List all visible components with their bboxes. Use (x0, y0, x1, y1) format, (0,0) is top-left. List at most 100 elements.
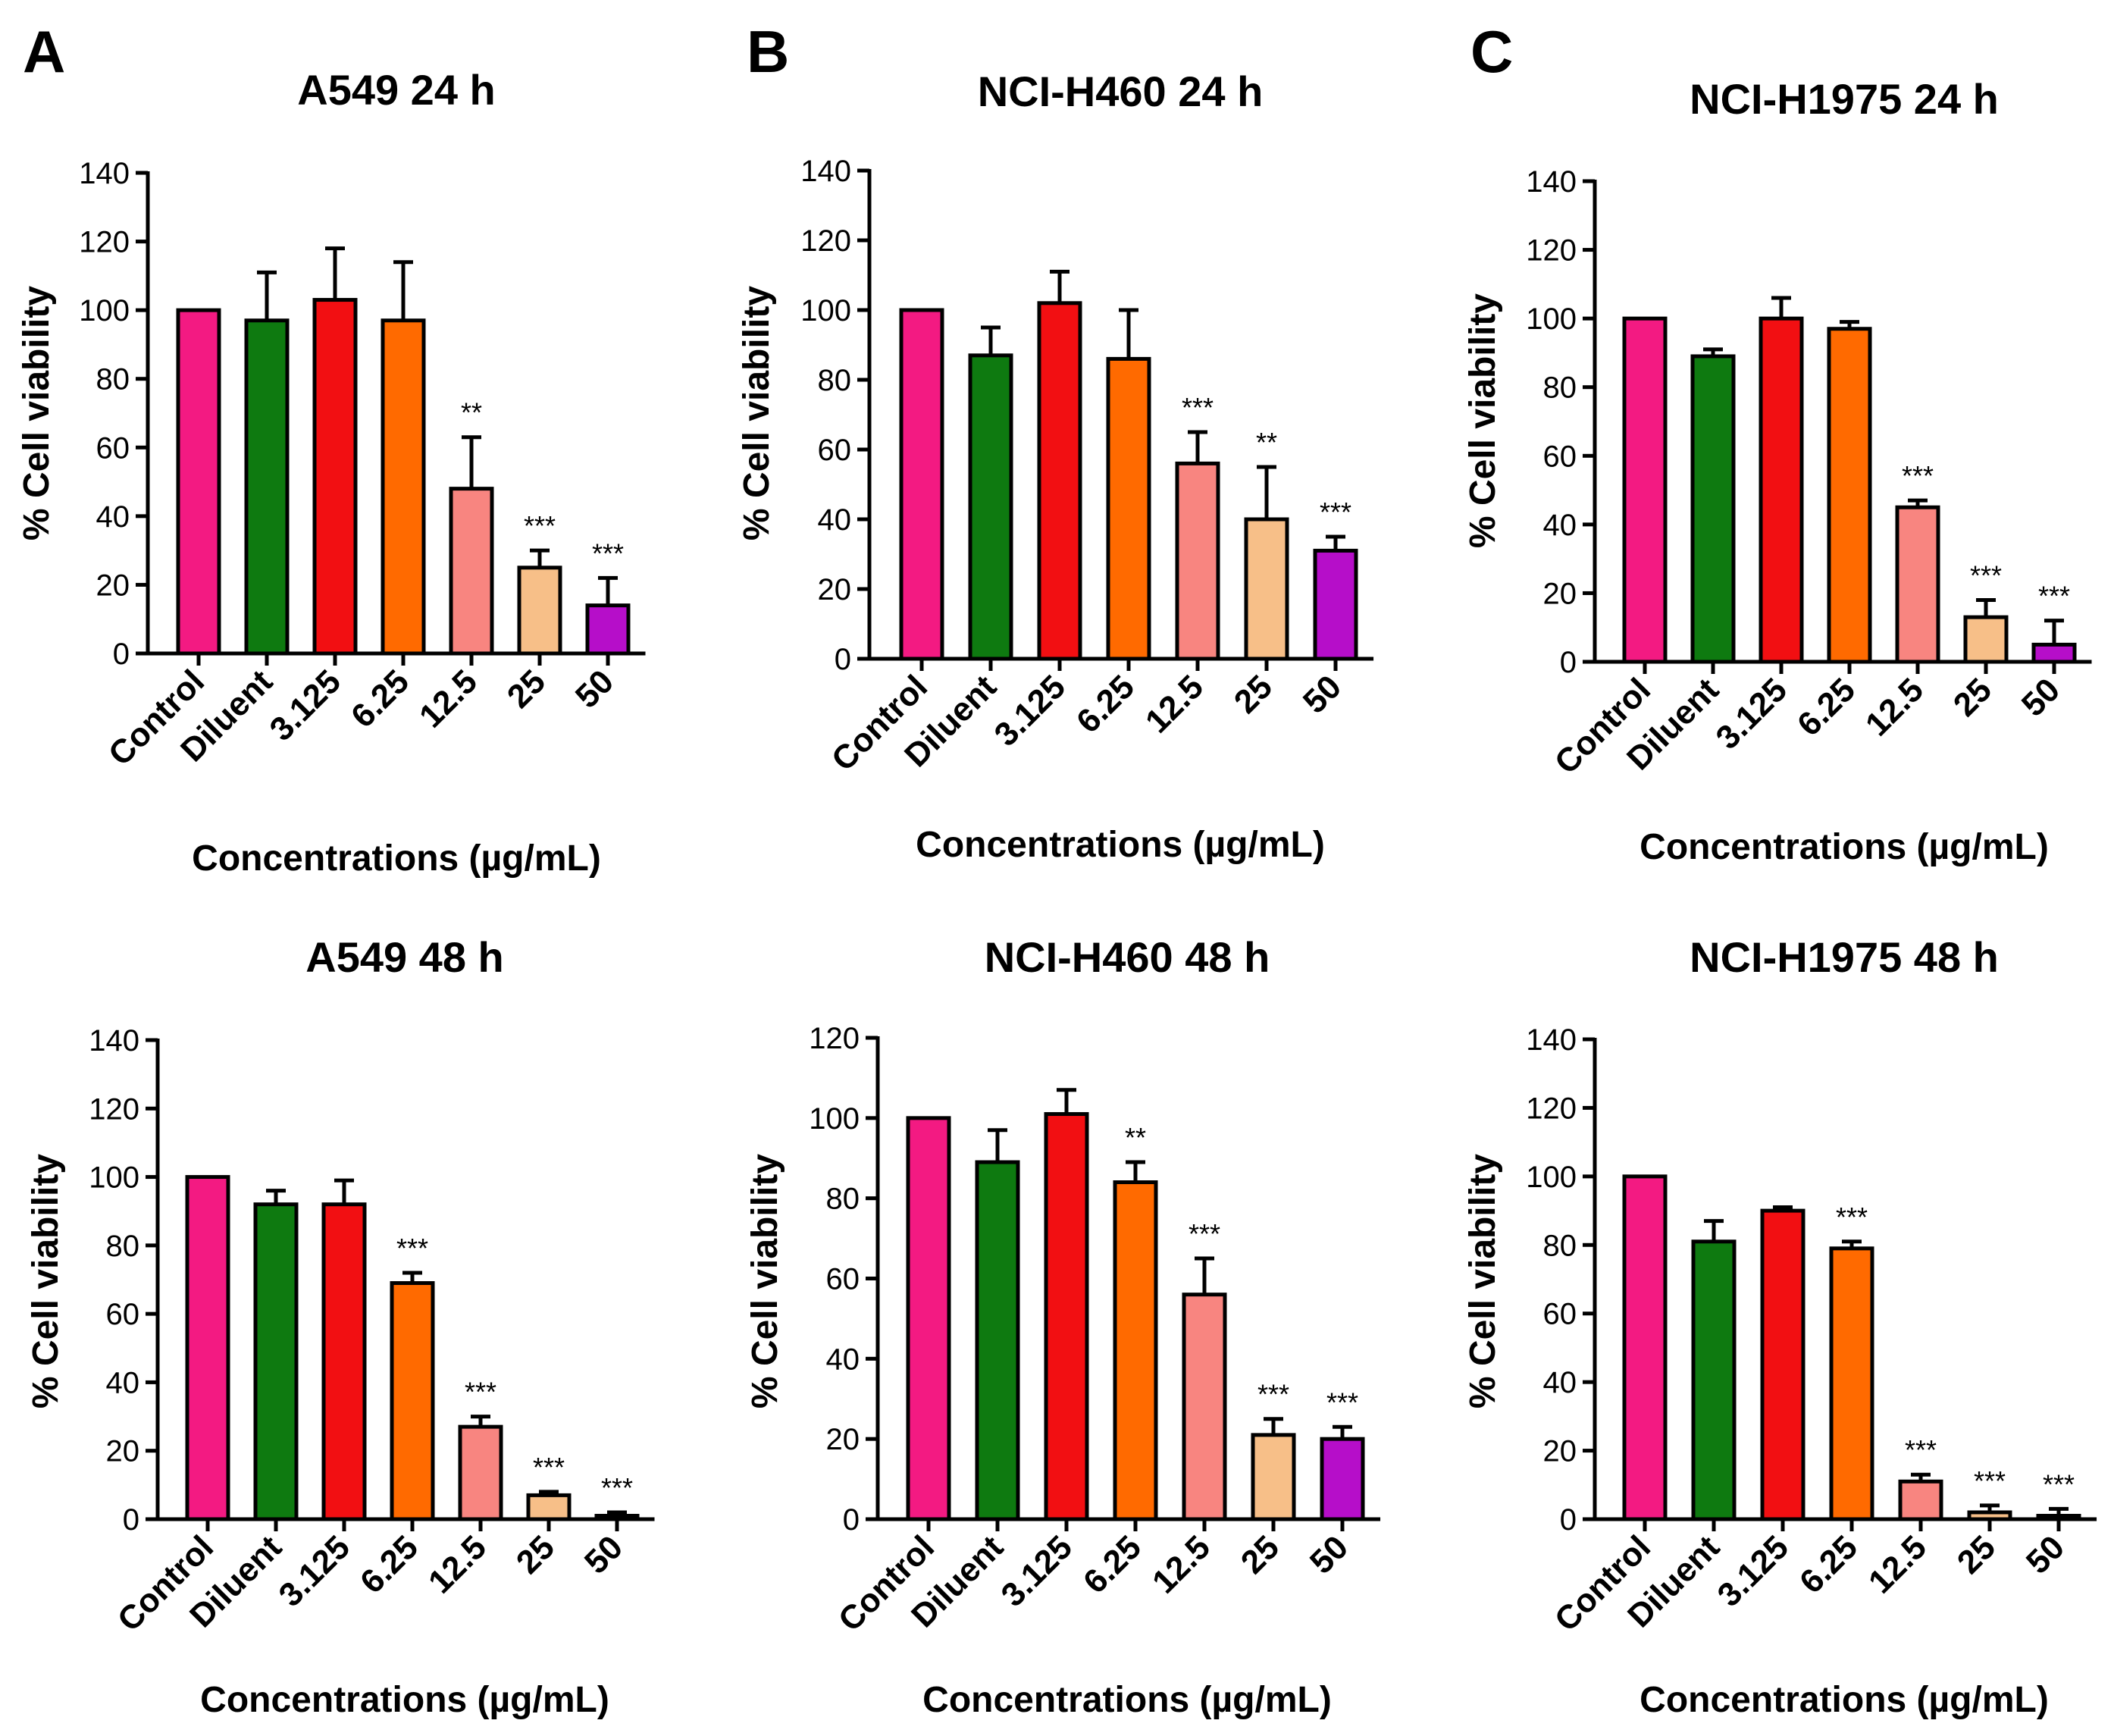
significance-label: *** (1836, 1202, 1868, 1233)
bar-50 (2036, 1513, 2081, 1521)
significance-label: *** (524, 510, 556, 541)
y-tick-label: 80 (1543, 1229, 1577, 1262)
x-tick-label: 12.5 (412, 663, 484, 735)
y-tick-label: 80 (1543, 371, 1577, 405)
bar-diluent (244, 318, 290, 656)
y-tick-label: 0 (1560, 1503, 1577, 1537)
panel-letter-c: C (1470, 18, 1513, 85)
y-tick-label: 0 (123, 1503, 139, 1537)
y-tick-label: 120 (800, 224, 851, 258)
x-tick-label: 6.25 (344, 663, 416, 735)
y-axis-label: % Cell viability (17, 286, 57, 541)
bar-3-125 (1044, 1112, 1089, 1521)
chart-title: NCI-H1975 48 h (1690, 933, 1999, 981)
bar-diluent (1690, 354, 1736, 664)
bar-6-25 (1827, 327, 1872, 664)
y-tick-label: 20 (1543, 577, 1577, 610)
significance-label: ** (1256, 427, 1277, 458)
bar-diluent (975, 1160, 1020, 1521)
y-tick-label: 140 (800, 155, 851, 188)
y-tick-label: 60 (818, 434, 852, 467)
x-tick-label: 25 (1946, 671, 1999, 723)
plot-area: 020406080100120140ControlDiluent3.1256.2… (79, 157, 646, 773)
bar-3-125 (312, 298, 358, 656)
significance-label: *** (2043, 1468, 2075, 1499)
significance-label: *** (1905, 1434, 1937, 1465)
bar-25 (517, 566, 562, 656)
bar-control (185, 1175, 230, 1521)
significance-label: *** (592, 537, 624, 569)
x-tick-label: 12.5 (1138, 668, 1210, 740)
significance-label: *** (1902, 460, 1934, 491)
y-tick-label: 60 (106, 1298, 140, 1331)
x-tick-label: 25 (1227, 668, 1279, 720)
bar-50 (1313, 548, 1358, 661)
plot-area: 020406080100120140ControlDiluent3.1256.2… (1526, 1023, 2097, 1639)
bar-25 (1963, 615, 2009, 664)
x-tick-label: 25 (1950, 1528, 2003, 1581)
significance-label: *** (1257, 1379, 1289, 1410)
y-tick-label: 20 (818, 573, 852, 606)
y-tick-label: 140 (79, 157, 130, 190)
bar-12-5 (1182, 1293, 1227, 1521)
x-axis-label: Concentrations (µg/mL) (916, 825, 1325, 865)
y-tick-label: 120 (809, 1022, 860, 1055)
bar-25 (1967, 1510, 2012, 1521)
bar-12-5 (449, 487, 494, 656)
x-tick-label: 3.125 (994, 1528, 1080, 1614)
y-tick-label: 100 (1526, 302, 1577, 336)
x-tick-label: 25 (500, 663, 553, 715)
plot-area: 020406080100120140ControlDiluent3.1256.2… (800, 155, 1374, 779)
x-tick-label: 3.125 (1709, 671, 1795, 757)
chart-a549-48h: A549 48 h % Cell viability Concentration… (26, 933, 655, 1720)
y-tick-label: 100 (800, 294, 851, 327)
x-tick-label: 3.125 (988, 668, 1073, 754)
bar-12-5 (458, 1424, 503, 1521)
bar-12-5 (1175, 461, 1220, 661)
x-tick-label: 25 (509, 1528, 562, 1581)
significance-label: *** (396, 1233, 428, 1264)
significance-label: *** (533, 1452, 565, 1483)
x-tick-label: 6.25 (1793, 1528, 1865, 1600)
x-tick-label: 12.5 (1145, 1528, 1217, 1600)
plot-area: 020406080100120140ControlDiluent3.1256.2… (89, 1024, 655, 1639)
y-axis-label: % Cell viability (26, 1154, 66, 1409)
x-tick-label: 12.5 (1859, 671, 1931, 743)
x-tick-label: 50 (2019, 1528, 2072, 1581)
bar-25 (1244, 517, 1289, 661)
y-tick-label: 80 (818, 364, 852, 397)
chart-title: A549 24 h (297, 66, 496, 114)
y-tick-label: 80 (826, 1183, 860, 1216)
y-tick-label: 100 (809, 1102, 860, 1136)
y-tick-label: 40 (106, 1366, 140, 1399)
bar-control (906, 1116, 951, 1521)
y-tick-label: 80 (96, 363, 130, 396)
x-tick-label: 50 (568, 663, 621, 715)
x-tick-label: 3.125 (1711, 1528, 1796, 1614)
y-tick-label: 120 (79, 226, 130, 259)
y-tick-label: 140 (1526, 165, 1577, 199)
y-tick-label: 20 (96, 569, 130, 602)
y-tick-label: 100 (89, 1161, 139, 1195)
y-axis-label: % Cell viability (745, 1154, 785, 1409)
bar-25 (526, 1493, 572, 1521)
y-tick-label: 60 (1543, 1298, 1577, 1331)
x-tick-label: 25 (1234, 1528, 1286, 1581)
bar-3-125 (321, 1202, 367, 1521)
panel-letter-b: B (747, 18, 789, 85)
bar-6-25 (1113, 1180, 1158, 1521)
bar-6-25 (1829, 1246, 1874, 1521)
plot-area: 020406080100120ControlDiluent3.1256.25**… (809, 1022, 1381, 1639)
bar-25 (1251, 1433, 1296, 1521)
x-tick-label: 6.25 (1070, 668, 1142, 740)
y-tick-label: 20 (106, 1435, 140, 1468)
bar-diluent (968, 353, 1013, 661)
y-tick-label: 40 (1543, 509, 1577, 542)
bar-12-5 (1895, 505, 1940, 664)
x-tick-label: 50 (1296, 668, 1348, 720)
chart-nci-h1975-24h: NCI-H1975 24 h % Cell viability Concentr… (1463, 75, 2092, 867)
x-tick-label: 50 (578, 1528, 630, 1581)
y-axis-label: % Cell viability (1463, 293, 1503, 548)
y-tick-label: 100 (79, 294, 130, 327)
